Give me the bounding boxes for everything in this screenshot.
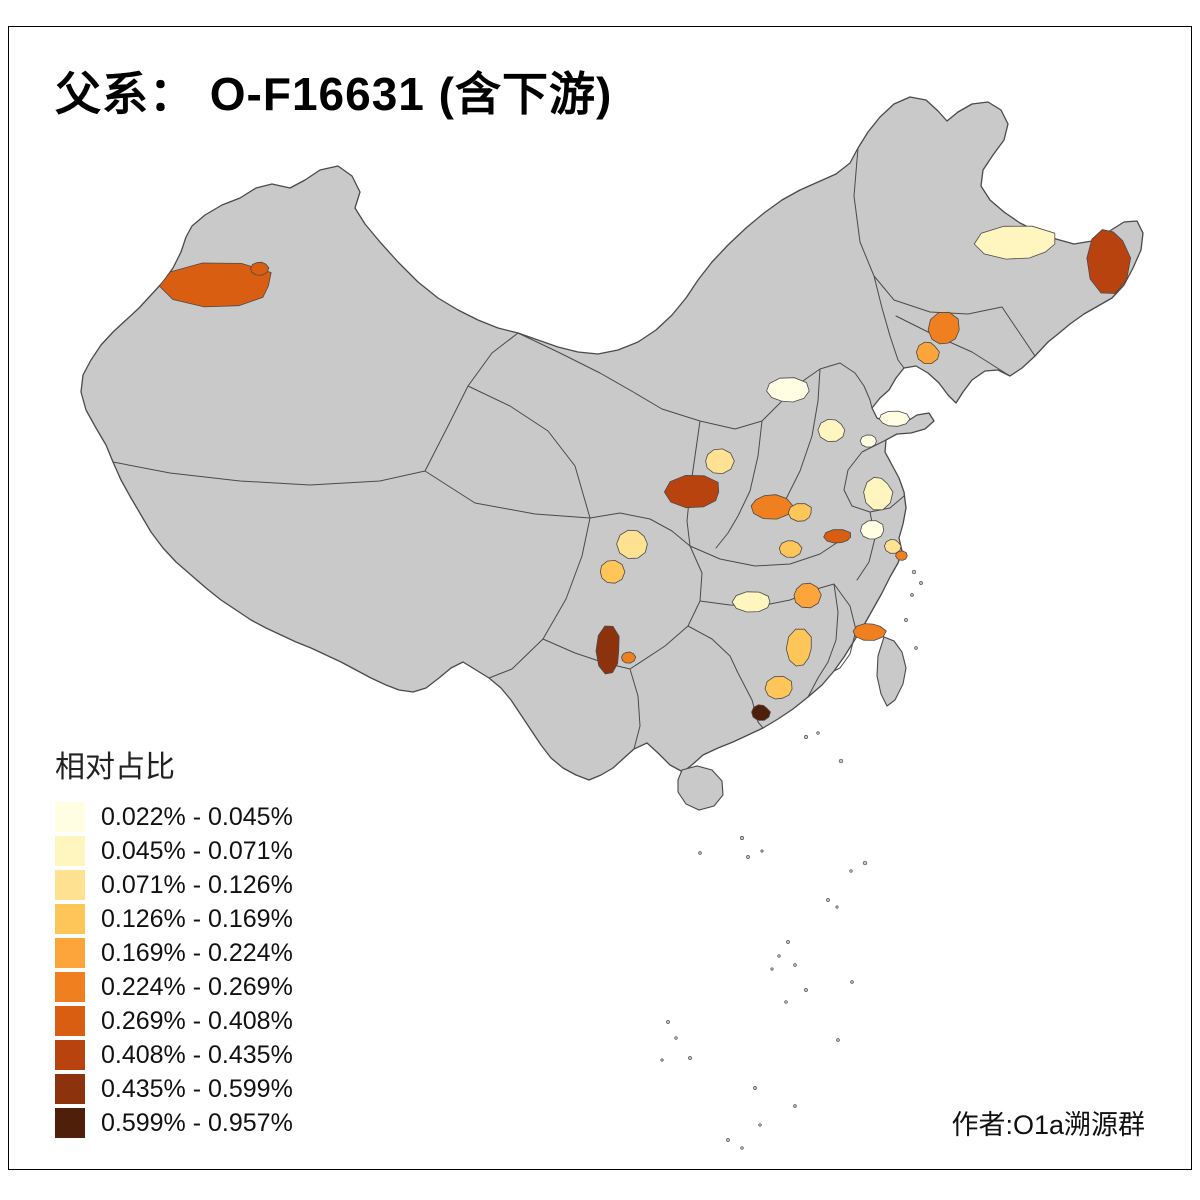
map-region	[785, 628, 812, 667]
legend-swatch	[55, 836, 85, 866]
legend-label: 0.599% - 0.957%	[101, 1108, 293, 1137]
legend-row: 0.224% - 0.269%	[55, 972, 293, 1002]
legend-label: 0.269% - 0.408%	[101, 1006, 293, 1035]
legend-swatch	[55, 938, 85, 968]
map-region	[852, 623, 887, 641]
legend-swatch	[55, 802, 85, 832]
map-region	[915, 341, 940, 364]
legend-label: 0.435% - 0.599%	[101, 1074, 293, 1103]
china-mainland	[80, 96, 1144, 781]
legend-swatch	[55, 870, 85, 900]
legend-title: 相对占比	[55, 751, 175, 784]
map-region	[616, 529, 648, 559]
map-region	[863, 476, 894, 511]
map-region	[817, 418, 846, 442]
map-region	[823, 529, 852, 544]
map-region	[621, 651, 637, 664]
legend-row: 0.599% - 0.957%	[55, 1108, 293, 1138]
legend-row: 0.435% - 0.599%	[55, 1074, 293, 1104]
legend-label: 0.071% - 0.126%	[101, 870, 293, 899]
map-region	[764, 676, 793, 700]
legend-swatch	[55, 904, 85, 934]
hainan-island	[677, 765, 724, 811]
legend-swatch	[55, 1040, 85, 1070]
map-region	[793, 582, 822, 609]
map-region	[859, 520, 885, 540]
highlighted-regions	[158, 225, 1132, 721]
map-region	[766, 377, 810, 403]
map-region	[973, 225, 1056, 260]
legend-label: 0.224% - 0.269%	[101, 972, 293, 1001]
map-region	[895, 550, 908, 561]
small-islands	[660, 569, 923, 1150]
china-outline	[80, 96, 1144, 781]
legend-row: 0.045% - 0.071%	[55, 836, 293, 866]
map-region	[599, 559, 626, 584]
map-region	[750, 494, 794, 520]
map-region	[250, 261, 270, 276]
legend-label: 0.045% - 0.071%	[101, 836, 293, 865]
map-region	[787, 503, 812, 522]
map-region	[1086, 229, 1132, 294]
legend-row: 0.169% - 0.224%	[55, 938, 293, 968]
map-region	[705, 448, 735, 475]
legend: 相对占比 0.022% - 0.045% 0.045% - 0.071% 0.071…	[55, 742, 293, 1142]
islands	[660, 569, 923, 1150]
map-region	[595, 625, 620, 675]
legend-row: 0.126% - 0.169%	[55, 904, 293, 934]
legend-row: 0.408% - 0.435%	[55, 1040, 293, 1070]
legend-swatch	[55, 1006, 85, 1036]
map-region	[731, 591, 771, 613]
map-region	[878, 410, 911, 427]
legend-row: 0.022% - 0.045%	[55, 802, 293, 832]
legend-label: 0.408% - 0.435%	[101, 1040, 293, 1069]
map-region	[663, 474, 720, 509]
legend-label: 0.022% - 0.045%	[101, 802, 293, 831]
taiwan-island	[876, 636, 907, 707]
legend-swatch	[55, 1108, 85, 1138]
map-region	[751, 704, 771, 721]
legend-label: 0.169% - 0.224%	[101, 938, 293, 967]
page-title: 父系： O-F16631 (含下游)	[55, 68, 613, 120]
legend-row: 0.071% - 0.126%	[55, 870, 293, 900]
map-region	[927, 311, 960, 345]
legend-label: 0.126% - 0.169%	[101, 904, 293, 933]
province-borders	[112, 147, 1036, 750]
map-region	[778, 540, 803, 558]
legend-swatch	[55, 972, 85, 1002]
legend-swatch	[55, 1074, 85, 1104]
attribution: 作者:O1a溯源群	[951, 1110, 1145, 1140]
legend-rows: 0.022% - 0.045% 0.045% - 0.071% 0.071% - 0…	[55, 802, 293, 1138]
legend-row: 0.269% - 0.408%	[55, 1006, 293, 1036]
map-region	[859, 434, 877, 448]
